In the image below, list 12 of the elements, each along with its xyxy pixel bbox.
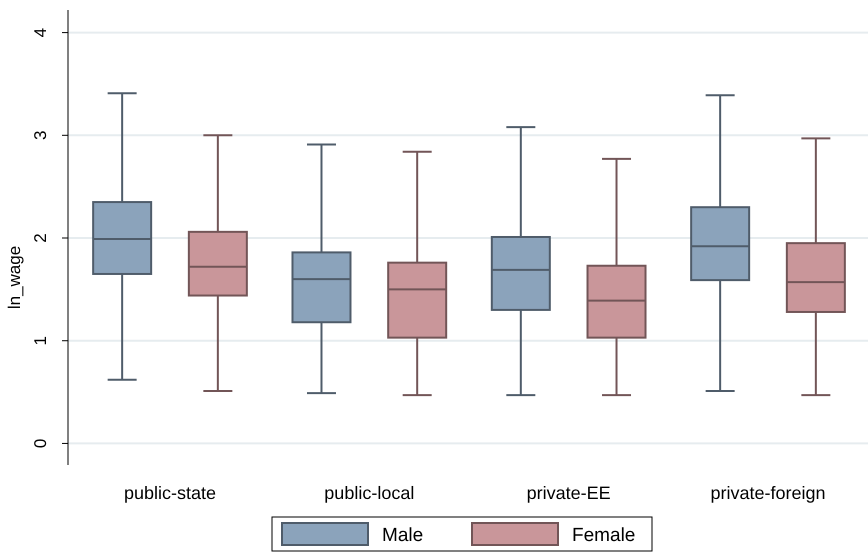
legend-label: Male [382, 525, 424, 546]
y-tick-label: 0 [31, 438, 50, 448]
x-tick-label: public-local [324, 483, 414, 503]
x-tick-label: public-state [124, 483, 216, 503]
legend-label: Female [572, 525, 636, 546]
y-axis-title: ln_wage [5, 246, 24, 310]
y-tick-label: 2 [31, 233, 50, 243]
x-tick-label: private-foreign [710, 483, 826, 503]
y-tick-label: 4 [31, 28, 50, 38]
x-tick-label: private-EE [526, 483, 611, 503]
y-tick-label: 1 [31, 336, 50, 346]
y-tick-label: 3 [31, 130, 50, 140]
